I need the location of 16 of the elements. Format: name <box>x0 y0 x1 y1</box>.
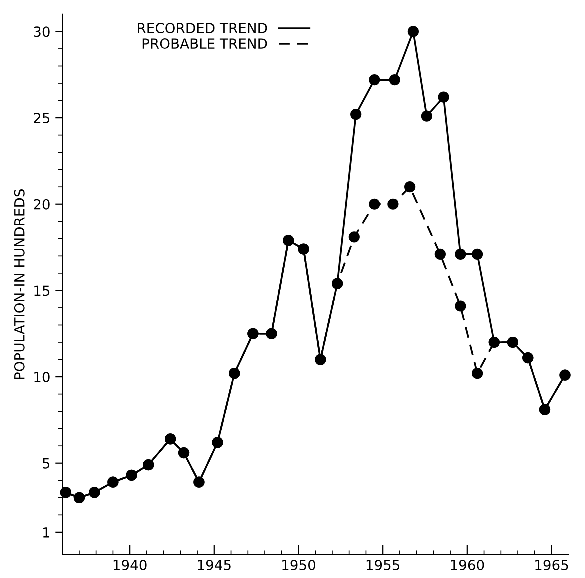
y-tick-label: 25 <box>34 113 50 124</box>
x-tick-label: 1965 <box>536 560 568 570</box>
x-tick-label: 1955 <box>366 560 400 570</box>
x-tick-label: 1940 <box>114 560 147 570</box>
x-tick-label: 1960 <box>451 560 484 570</box>
x-tick-label: 1950 <box>282 560 316 570</box>
y-tick-label: 5 <box>43 458 50 469</box>
x-tick-label: 1945 <box>198 560 231 570</box>
y-tick-label: 30 <box>34 26 50 38</box>
y-tick-label: 15 <box>34 286 50 296</box>
y-tick-label: 10 <box>34 372 50 383</box>
y-tick-label: 1 <box>43 528 50 538</box>
y-tick-label: 20 <box>34 199 50 210</box>
legend-label: PROBABLE TREND <box>142 38 268 50</box>
legend-label: RECORDED TREND <box>138 23 268 34</box>
y-axis-title: POPULATION-IN HUNDREDS <box>14 190 25 380</box>
